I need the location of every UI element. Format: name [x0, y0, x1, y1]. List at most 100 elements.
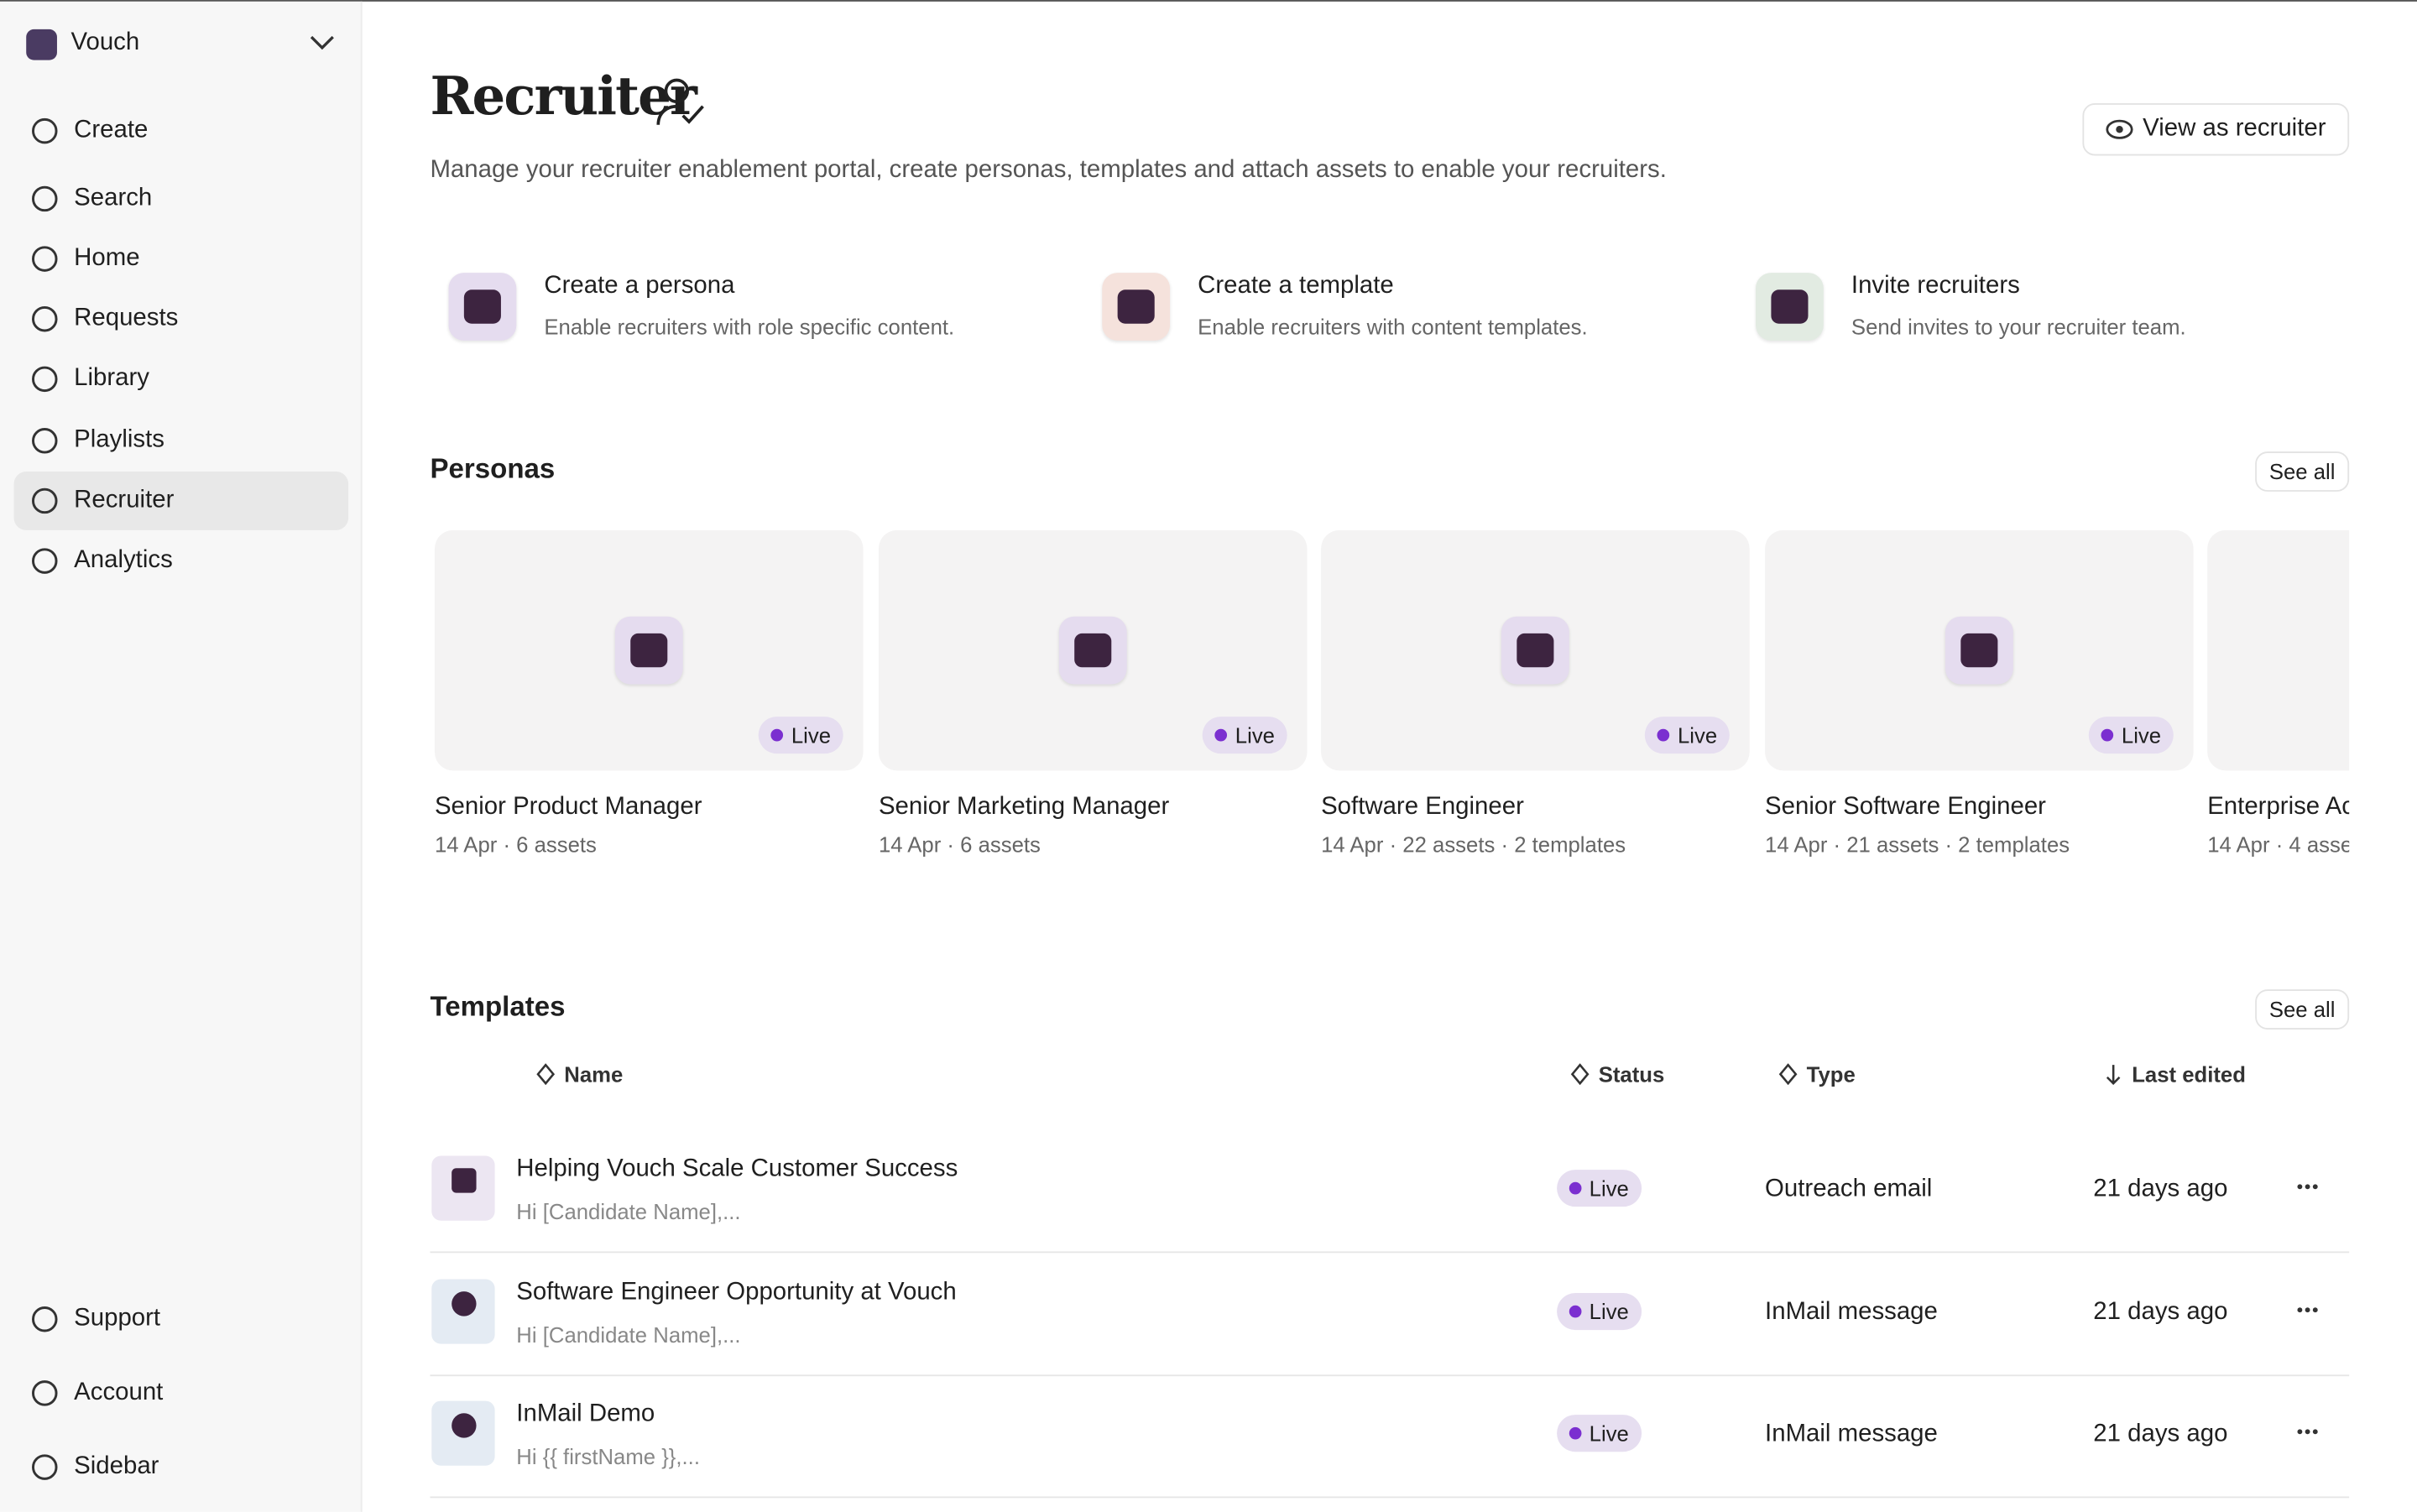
page-title: Recruiter: [430, 65, 697, 128]
nav-item[interactable]: Library: [14, 350, 349, 409]
nav-label: Search: [74, 185, 153, 211]
row-menu[interactable]: [2297, 1184, 2319, 1190]
status-label: Live: [1589, 1176, 1629, 1201]
row-menu[interactable]: [2297, 1429, 2319, 1435]
status-badge: Live: [759, 717, 843, 754]
nav-label: Recruiter: [74, 487, 175, 514]
action-card[interactable]: Invite recruiters Send invites to your re…: [1756, 273, 2373, 343]
page-subtitle: Manage your recruiter enablement portal,…: [430, 157, 1667, 184]
see-all-button[interactable]: See all: [2255, 451, 2350, 492]
last-edited: 21 days ago: [2093, 1298, 2228, 1325]
column-header[interactable]: Type: [1806, 1061, 1856, 1087]
action-icon: [448, 273, 517, 341]
status-badge: Live: [1645, 717, 1730, 754]
section-heading: Templates: [430, 991, 566, 1022]
column-header[interactable]: Status: [1598, 1061, 1665, 1087]
action-title: Invite recruiters: [1851, 273, 2020, 300]
nav-icon: [32, 305, 58, 332]
row-menu[interactable]: [2297, 1306, 2319, 1312]
persona-meta: 14 Apr · 4 asse: [2207, 832, 2350, 858]
status-label: Live: [1677, 722, 1718, 748]
status-label: Live: [791, 722, 832, 748]
persona-card[interactable]: Senior Product Manager 14 Apr · 6 assets L…: [434, 529, 864, 869]
eye-icon: [2106, 119, 2133, 139]
action-card[interactable]: Create a persona Enable recruiters with r…: [448, 273, 1065, 343]
footer-label: Support: [74, 1305, 161, 1332]
view-as-recruiter-button[interactable]: View as recruiter: [2082, 103, 2350, 156]
persona-carousel: Senior Product Manager 14 Apr · 6 assets L…: [430, 525, 2350, 879]
action-description: Enable recruiters with content templates…: [1198, 314, 1588, 340]
nav-item[interactable]: Home: [14, 230, 349, 289]
template-preview: Hi [Candidate Name],...: [516, 1198, 741, 1224]
nav-item[interactable]: Requests: [14, 289, 349, 348]
action-card[interactable]: Create a template Enable recruiters with …: [1102, 273, 1719, 343]
template-preview: Hi {{ firstName }},...: [516, 1444, 700, 1469]
nav-icon: [32, 185, 58, 212]
button-label: See all: [2268, 459, 2336, 484]
nav-item[interactable]: Analytics: [14, 532, 349, 591]
column-header[interactable]: Name: [564, 1061, 624, 1087]
sidebar: Vouch Create Search Home Requests Library Pla…: [0, 1, 363, 1512]
footer-label: Account: [74, 1379, 164, 1406]
action-icon: [1102, 273, 1171, 341]
persona-card[interactable]: Senior Software Engineer 14 Apr · 21 asse…: [1765, 529, 2194, 869]
footer-item[interactable]: Sidebar: [14, 1438, 349, 1497]
template-type: InMail message: [1765, 1421, 1938, 1447]
sort-icon: [2106, 1065, 2121, 1086]
template-icon: [431, 1278, 495, 1343]
status-badge: Live: [2089, 717, 2174, 754]
template-preview: Hi [Candidate Name],...: [516, 1322, 741, 1347]
last-edited: 21 days ago: [2093, 1176, 2228, 1202]
status-label: Live: [2121, 722, 2162, 748]
section-heading: Personas: [430, 453, 556, 484]
title-icon: [656, 78, 704, 125]
persona-meta: 14 Apr · 21 assets · 2 templates: [1765, 832, 2070, 858]
nav-label: Library: [74, 365, 149, 392]
see-all-button[interactable]: See all: [2255, 989, 2350, 1030]
persona-card[interactable]: Enterprise Ac 14 Apr · 4 asse: [2207, 529, 2350, 869]
footer-label: Sidebar: [74, 1453, 159, 1480]
footer-item[interactable]: Support: [14, 1290, 349, 1348]
footer-item[interactable]: Account: [14, 1364, 349, 1423]
persona-meta: 14 Apr · 22 assets · 2 templates: [1321, 832, 1626, 858]
nav-item[interactable]: Recruiter: [13, 472, 349, 530]
action-title: Create a template: [1198, 273, 1394, 300]
persona-thumbnail: [1765, 529, 2194, 771]
nav-icon: [32, 366, 58, 393]
template-row[interactable]: Helping Vouch Scale Customer Success Hi …: [430, 1128, 2350, 1254]
nav-icon: [32, 487, 58, 514]
persona-name: Senior Marketing Manager: [878, 793, 1170, 821]
workspace-chevron[interactable]: [308, 33, 336, 51]
persona-thumbnail: [2207, 529, 2350, 771]
status-label: Live: [1589, 1421, 1629, 1446]
persona-icon: [1058, 616, 1127, 685]
action-title: Create a persona: [544, 273, 735, 300]
workspace-logo: [26, 29, 57, 60]
persona-meta: 14 Apr · 6 assets: [434, 832, 597, 858]
nav-label: Create: [74, 117, 149, 143]
nav-item[interactable]: Playlists: [14, 411, 349, 470]
nav-item[interactable]: Create: [14, 102, 349, 160]
status-label: Live: [1589, 1298, 1629, 1323]
workspace-name[interactable]: Vouch: [70, 29, 140, 56]
persona-card[interactable]: Senior Marketing Manager 14 Apr · 6 asset…: [878, 529, 1308, 869]
template-type: Outreach email: [1765, 1176, 1933, 1202]
nav-icon: [32, 1306, 58, 1332]
persona-card[interactable]: Software Engineer 14 Apr · 22 assets · 2 …: [1321, 529, 1750, 869]
template-name: Software Engineer Opportunity at Vouch: [516, 1278, 957, 1305]
status-label: Live: [1235, 722, 1275, 748]
status-badge: Live: [1203, 717, 1287, 754]
status-badge: Live: [1557, 1415, 1642, 1452]
persona-icon: [614, 616, 683, 685]
nav-icon: [32, 428, 58, 454]
template-row[interactable]: Software Engineer Opportunity at Vouch H…: [430, 1251, 2350, 1376]
nav-item[interactable]: Search: [14, 169, 349, 228]
template-row[interactable]: InMail Demo Hi {{ firstName }},... Live …: [430, 1374, 2350, 1499]
nav-icon: [32, 548, 58, 574]
column-header[interactable]: Last edited: [2132, 1061, 2246, 1087]
action-icon: [1756, 273, 1824, 341]
last-edited: 21 days ago: [2093, 1421, 2228, 1447]
template-name: InMail Demo: [516, 1400, 655, 1427]
